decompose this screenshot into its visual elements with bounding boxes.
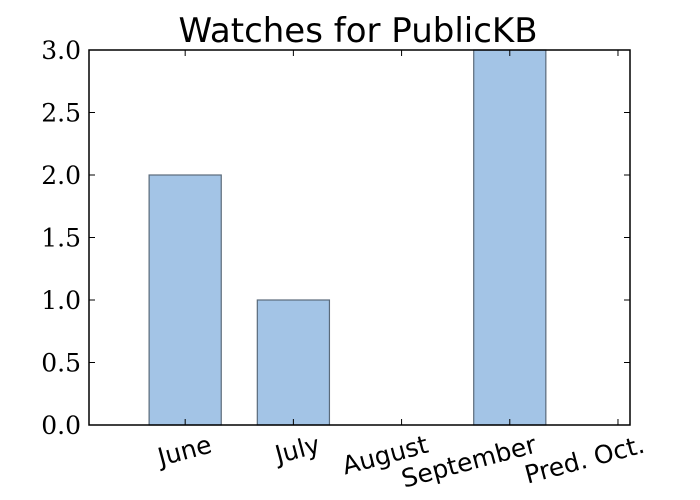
bar [473,49,547,426]
bar [148,174,222,426]
y-tick-label: 2.0 [41,161,81,190]
bars-group [148,49,547,426]
y-tick-label: 3.0 [41,36,81,65]
chart-title: Watches for PublicKB [178,11,537,51]
y-tick-label: 0.0 [41,411,81,440]
y-tick-label: 1.5 [41,224,81,253]
x-tick-label: July [270,430,323,470]
bar [256,299,331,426]
y-tick-label: 1.0 [41,286,81,315]
y-tick-label: 2.5 [41,99,81,128]
y-tick-label: 0.5 [41,349,81,378]
x-tick-label: June [153,430,215,473]
x-tick-label: Pred. Oct. [522,430,648,490]
y-axis: 0.0 0.5 1.0 1.5 2.0 2.5 3.0 [41,36,630,440]
